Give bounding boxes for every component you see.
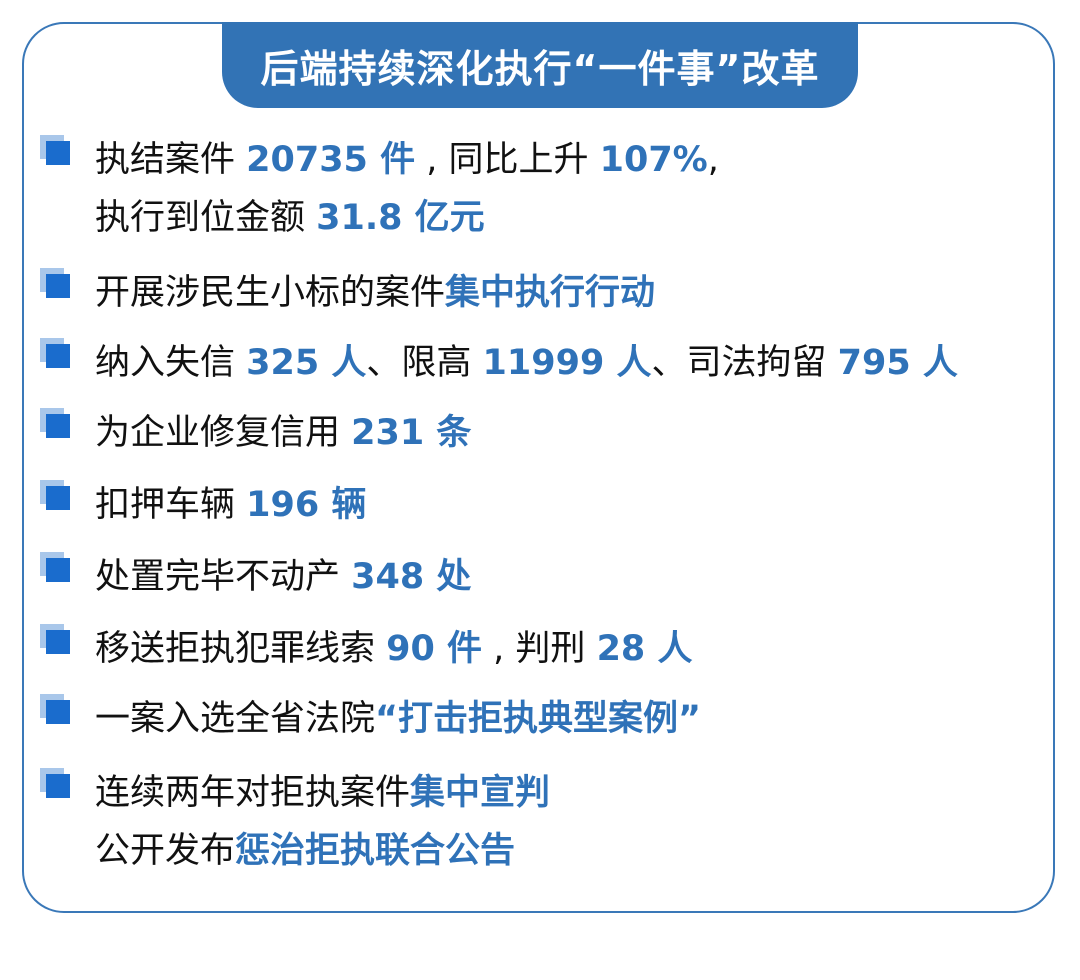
square-bullet-icon	[40, 135, 72, 167]
highlight-text: 28 人	[596, 629, 693, 669]
item-line: 连续两年对拒执案件集中宣判	[95, 764, 550, 822]
square-bullet-icon	[40, 624, 72, 656]
item-text: 移送拒执犯罪线索	[95, 629, 387, 669]
highlight-text: 107%	[599, 140, 708, 180]
square-bullet-icon	[40, 268, 72, 300]
highlight-text: “打击拒执典型案例”	[375, 699, 702, 739]
item-text: , 同比上升	[415, 140, 600, 180]
list-item: 开展涉民生小标的案件集中执行行动	[40, 264, 655, 322]
highlight-text: 集中执行行动	[445, 273, 656, 313]
list-item: 执结案件 20735 件 , 同比上升 107%, 执行到位金额 31.8 亿元	[40, 131, 719, 247]
item-text: , 判刑	[482, 629, 597, 669]
square-bullet-icon	[40, 694, 72, 726]
highlight-text: 90 件	[386, 629, 483, 669]
list-item: 为企业修复信用 231 条	[40, 404, 471, 462]
item-text: 连续两年对拒执案件	[95, 773, 411, 813]
highlight-text: 795 人	[837, 343, 958, 383]
item-line: 处置完毕不动产 348 处	[95, 548, 471, 606]
item-text: 为企业修复信用	[95, 413, 352, 453]
item-line: 为企业修复信用 231 条	[95, 404, 471, 462]
item-text: 执结案件	[95, 140, 247, 180]
item-text: 公开发布	[95, 831, 236, 871]
item-line: 移送拒执犯罪线索 90 件 , 判刑 28 人	[95, 620, 692, 678]
item-line: 执行到位金额 31.8 亿元	[95, 189, 719, 247]
item-line: 一案入选全省法院“打击拒执典型案例”	[95, 690, 701, 748]
square-bullet-icon	[40, 408, 72, 440]
list-item: 扣押车辆 196 辆	[40, 476, 366, 534]
list-item: 处置完毕不动产 348 处	[40, 548, 471, 606]
list-item: 纳入失信 325 人、限高 11999 人、司法拘留 795 人	[40, 334, 958, 392]
item-line: 扣押车辆 196 辆	[95, 476, 366, 534]
list-item: 连续两年对拒执案件集中宣判 公开发布惩治拒执联合公告	[40, 764, 550, 880]
item-line: 开展涉民生小标的案件集中执行行动	[95, 264, 655, 322]
item-text: 、限高	[366, 343, 483, 383]
highlight-text: 231 条	[351, 413, 472, 453]
item-text: 扣押车辆	[95, 485, 247, 525]
highlight-text: 196 辆	[246, 485, 367, 525]
item-line: 纳入失信 325 人、限高 11999 人、司法拘留 795 人	[95, 334, 958, 392]
list-item: 移送拒执犯罪线索 90 件 , 判刑 28 人	[40, 620, 692, 678]
item-text: 一案入选全省法院	[95, 699, 376, 739]
highlight-text: 31.8 亿元	[316, 198, 485, 238]
header-title: 后端持续深化执行“一件事”改革	[222, 22, 858, 108]
item-line: 执结案件 20735 件 , 同比上升 107%,	[95, 131, 719, 189]
highlight-text: 325 人	[246, 343, 367, 383]
highlight-text: 惩治拒执联合公告	[235, 831, 516, 871]
item-text: 开展涉民生小标的案件	[95, 273, 446, 313]
highlight-text: 集中宣判	[410, 773, 551, 813]
item-text: 处置完毕不动产	[95, 557, 352, 597]
item-text: ,	[707, 140, 719, 180]
square-bullet-icon	[40, 552, 72, 584]
square-bullet-icon	[40, 338, 72, 370]
item-text: 、司法拘留	[651, 343, 838, 383]
item-line: 公开发布惩治拒执联合公告	[95, 822, 550, 880]
square-bullet-icon	[40, 768, 72, 800]
highlight-text: 11999 人	[482, 343, 652, 383]
highlight-text: 20735 件	[246, 140, 416, 180]
square-bullet-icon	[40, 480, 72, 512]
item-text: 执行到位金额	[95, 198, 317, 238]
item-text: 纳入失信	[95, 343, 247, 383]
list-item: 一案入选全省法院“打击拒执典型案例”	[40, 690, 701, 748]
highlight-text: 348 处	[351, 557, 472, 597]
